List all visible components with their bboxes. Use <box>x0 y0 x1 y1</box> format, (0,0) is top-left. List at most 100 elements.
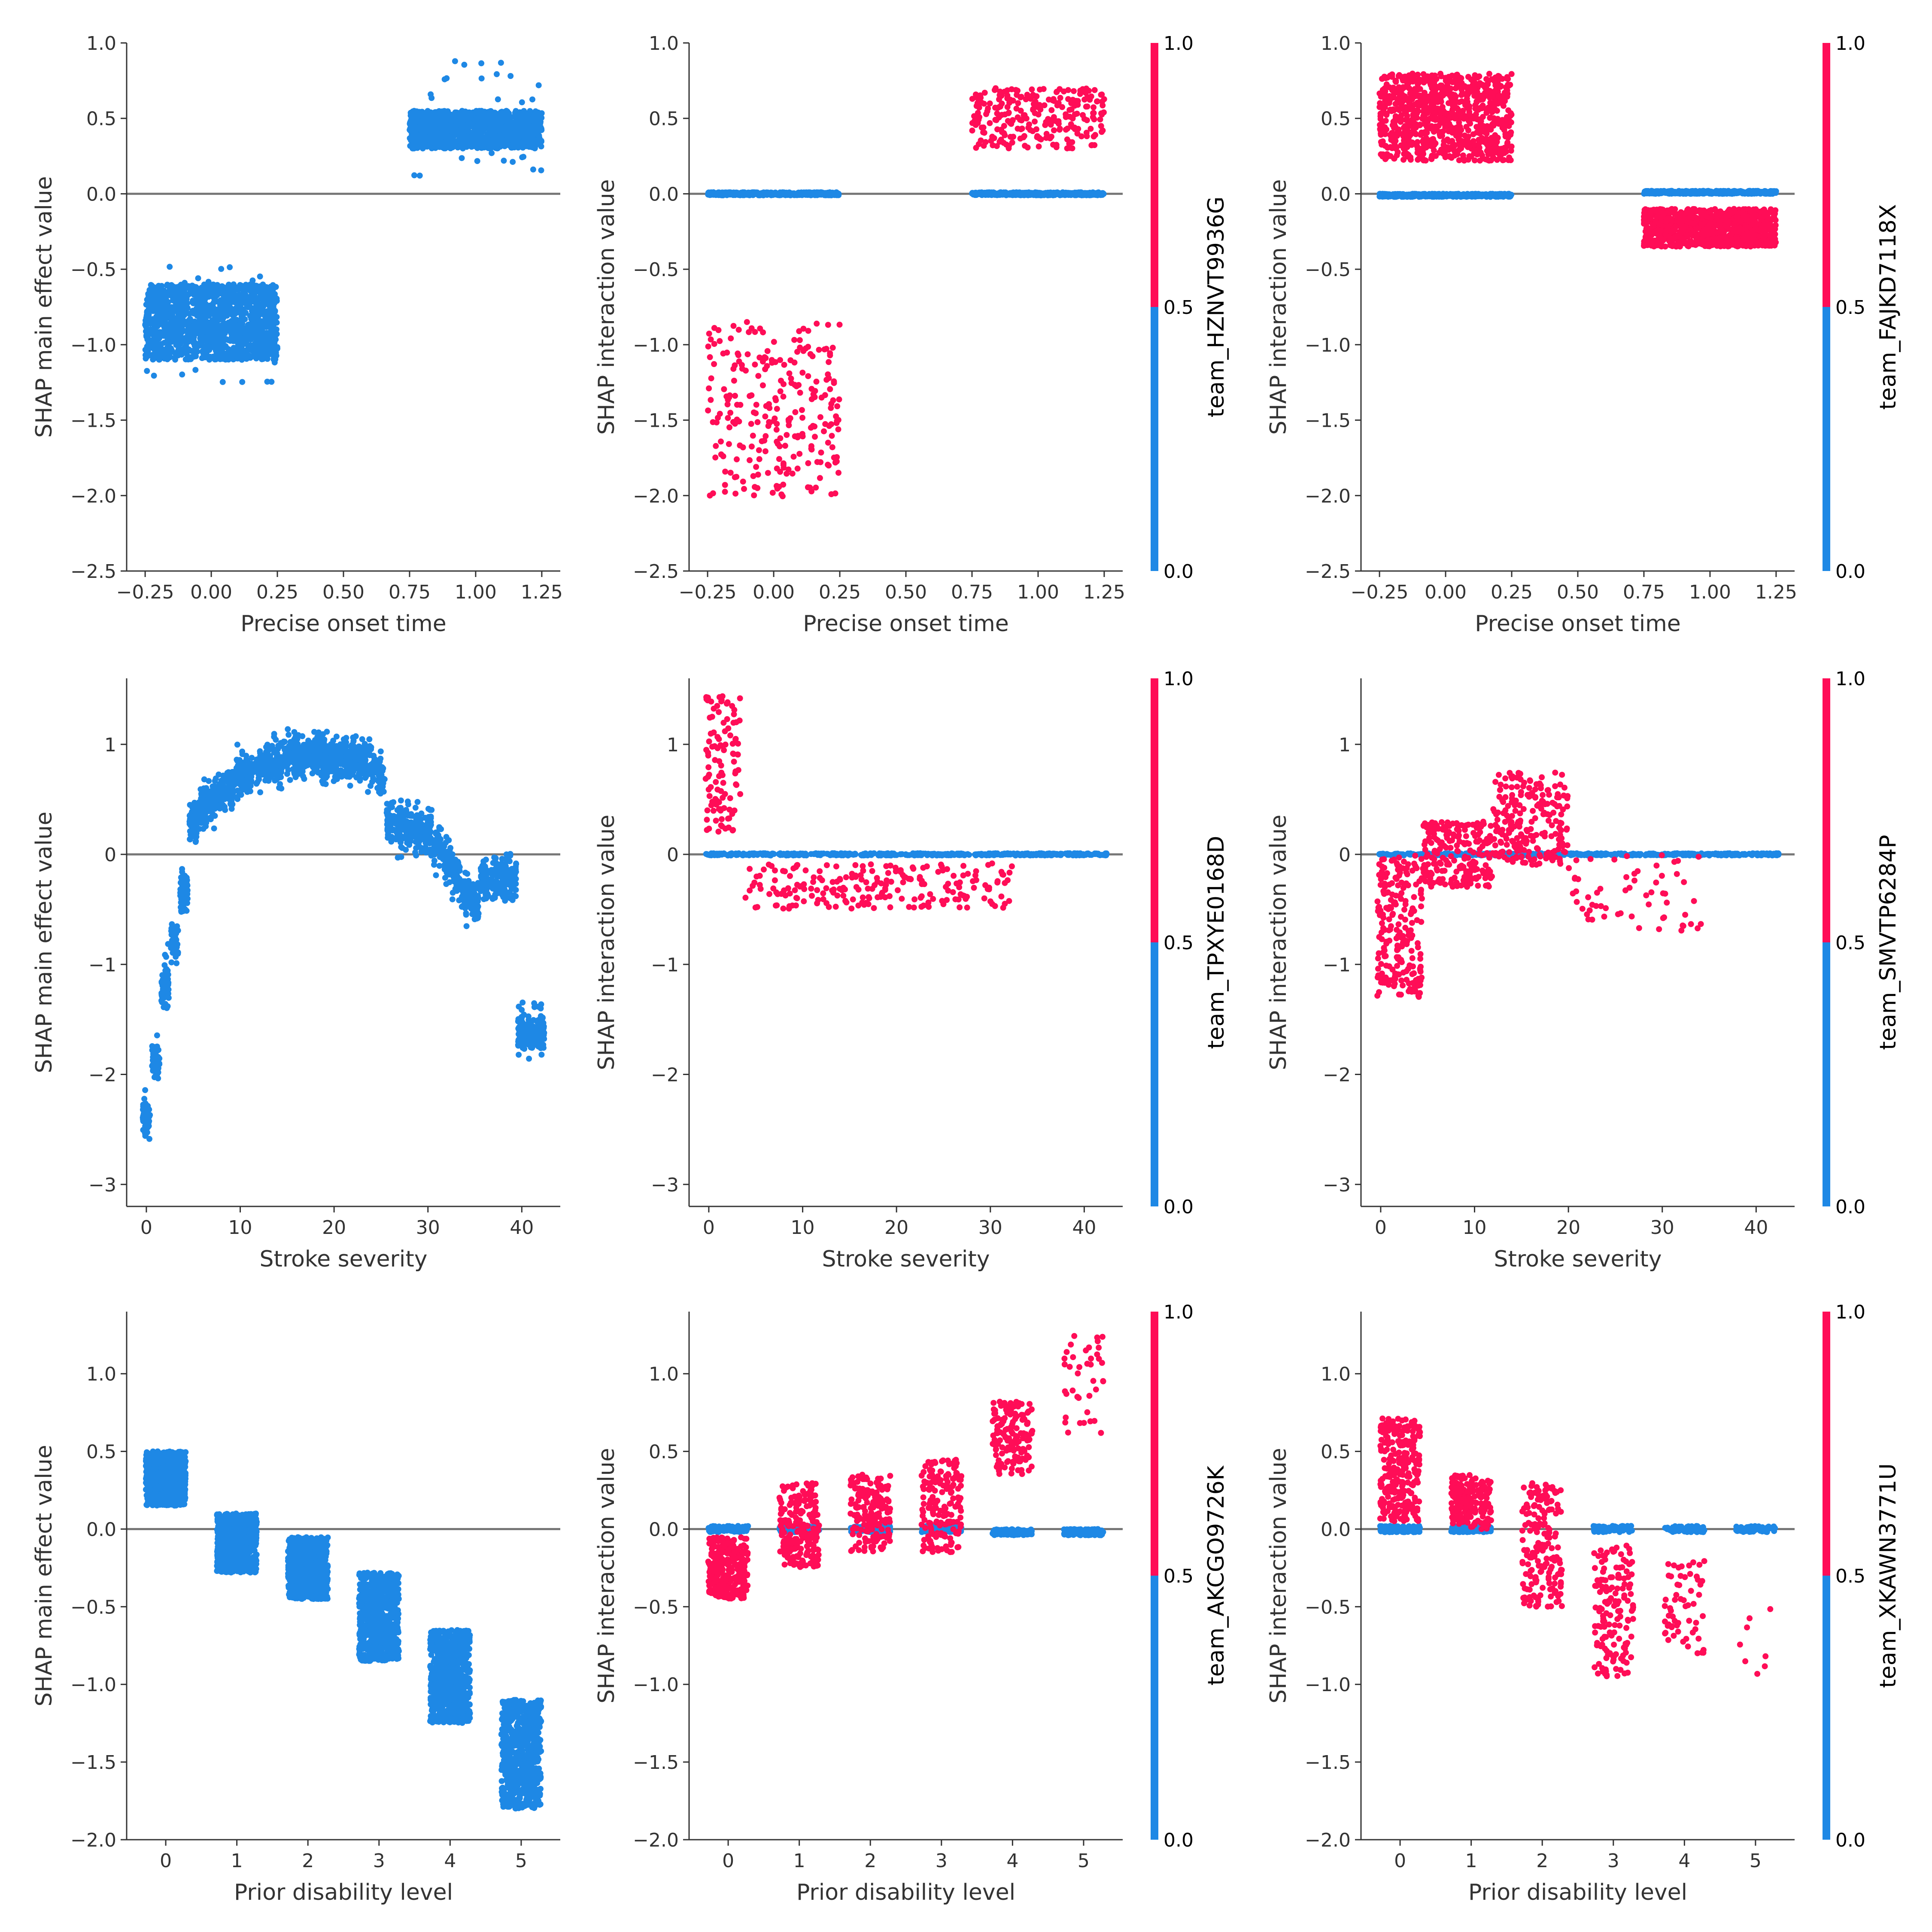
data-point <box>1005 191 1011 197</box>
data-point <box>168 282 174 288</box>
data-point <box>177 341 183 347</box>
data-point <box>810 423 816 429</box>
data-point <box>1051 128 1057 134</box>
data-point <box>983 111 989 117</box>
data-point <box>1071 88 1077 94</box>
data-point <box>828 405 834 411</box>
data-point <box>799 370 805 376</box>
data-point <box>161 293 167 299</box>
data-point <box>835 417 841 423</box>
data-point <box>143 352 149 358</box>
data-point <box>1065 87 1071 93</box>
data-point <box>191 343 197 349</box>
data-point <box>1092 87 1098 93</box>
data-point <box>796 451 802 457</box>
data-point <box>173 300 179 306</box>
data-point <box>1084 130 1090 136</box>
data-point <box>452 58 458 64</box>
data-point <box>837 322 843 328</box>
data-point <box>411 127 417 133</box>
data-point <box>772 416 778 422</box>
data-point <box>792 409 798 415</box>
data-point <box>257 273 263 279</box>
data-point <box>517 127 523 133</box>
subplot-3: −0.25 0.00 0.25 0.50 0.75 1.00 1.25−2.5−2.0−1.… <box>1266 33 1901 637</box>
data-point <box>512 132 518 138</box>
data-point <box>502 143 508 149</box>
data-point <box>411 172 417 178</box>
data-point <box>431 111 437 117</box>
data-point <box>993 117 999 123</box>
data-point <box>751 189 757 195</box>
data-point <box>1033 126 1039 132</box>
data-point <box>808 489 814 495</box>
data-point <box>1670 189 1676 195</box>
y-axis-label: SHAP interaction value <box>594 179 620 434</box>
data-point <box>238 309 244 315</box>
data-point <box>817 191 823 197</box>
data-point <box>776 456 782 462</box>
data-point <box>746 329 752 335</box>
data-point <box>726 441 732 447</box>
data-point <box>762 433 769 439</box>
data-point <box>780 493 786 499</box>
data-point <box>721 386 727 392</box>
data-point <box>747 457 753 463</box>
data-point <box>734 456 740 462</box>
data-point <box>983 139 989 145</box>
data-point <box>152 347 158 353</box>
data-point <box>722 469 728 475</box>
data-point <box>1054 89 1060 95</box>
data-point <box>799 407 805 413</box>
data-point <box>1763 190 1769 196</box>
data-point <box>1048 107 1054 113</box>
data-point <box>237 292 243 298</box>
y-tick-label: 0.5 <box>86 108 116 130</box>
data-point <box>781 362 787 368</box>
data-point <box>1746 189 1752 195</box>
data-point <box>988 138 994 144</box>
data-point <box>732 393 738 399</box>
data-point <box>765 348 771 354</box>
data-point <box>242 288 248 294</box>
data-point <box>975 117 981 123</box>
data-point <box>200 308 207 314</box>
data-point <box>199 285 205 291</box>
data-point <box>985 106 991 112</box>
data-point <box>829 433 835 439</box>
data-point <box>1489 191 1495 197</box>
data-point <box>998 137 1004 143</box>
data-point <box>1098 123 1104 129</box>
data-point <box>725 415 731 421</box>
data-point <box>186 291 192 297</box>
subplot-2: −0.25 0.00 0.25 0.50 0.75 1.00 1.25−2.5−2.0−1.… <box>594 33 1229 637</box>
data-point <box>1393 194 1399 200</box>
data-point <box>442 76 448 82</box>
data-point <box>174 333 180 339</box>
data-point <box>726 395 732 401</box>
data-point <box>1043 119 1049 125</box>
subplot-1: −0.25 0.00 0.25 0.50 0.75 1.00 1.25−2.5−2.0−1.… <box>31 33 563 637</box>
data-point <box>210 317 216 323</box>
data-point <box>190 308 196 314</box>
data-point <box>736 358 742 365</box>
data-point <box>422 111 428 117</box>
data-point <box>788 192 794 198</box>
data-point <box>765 470 771 476</box>
x-tick-label: 0.50 <box>322 581 365 603</box>
data-point <box>1001 123 1007 129</box>
x-tick-label: 1.00 <box>455 581 497 603</box>
data-point <box>827 386 833 392</box>
data-point <box>816 347 822 353</box>
data-point <box>1099 91 1105 97</box>
data-point <box>784 471 790 477</box>
data-point <box>271 327 277 333</box>
data-point <box>186 355 192 361</box>
data-point <box>226 297 232 303</box>
data-point <box>530 144 536 150</box>
data-point <box>795 465 801 471</box>
data-point <box>271 349 277 355</box>
data-point <box>147 289 153 295</box>
data-point <box>791 454 797 460</box>
